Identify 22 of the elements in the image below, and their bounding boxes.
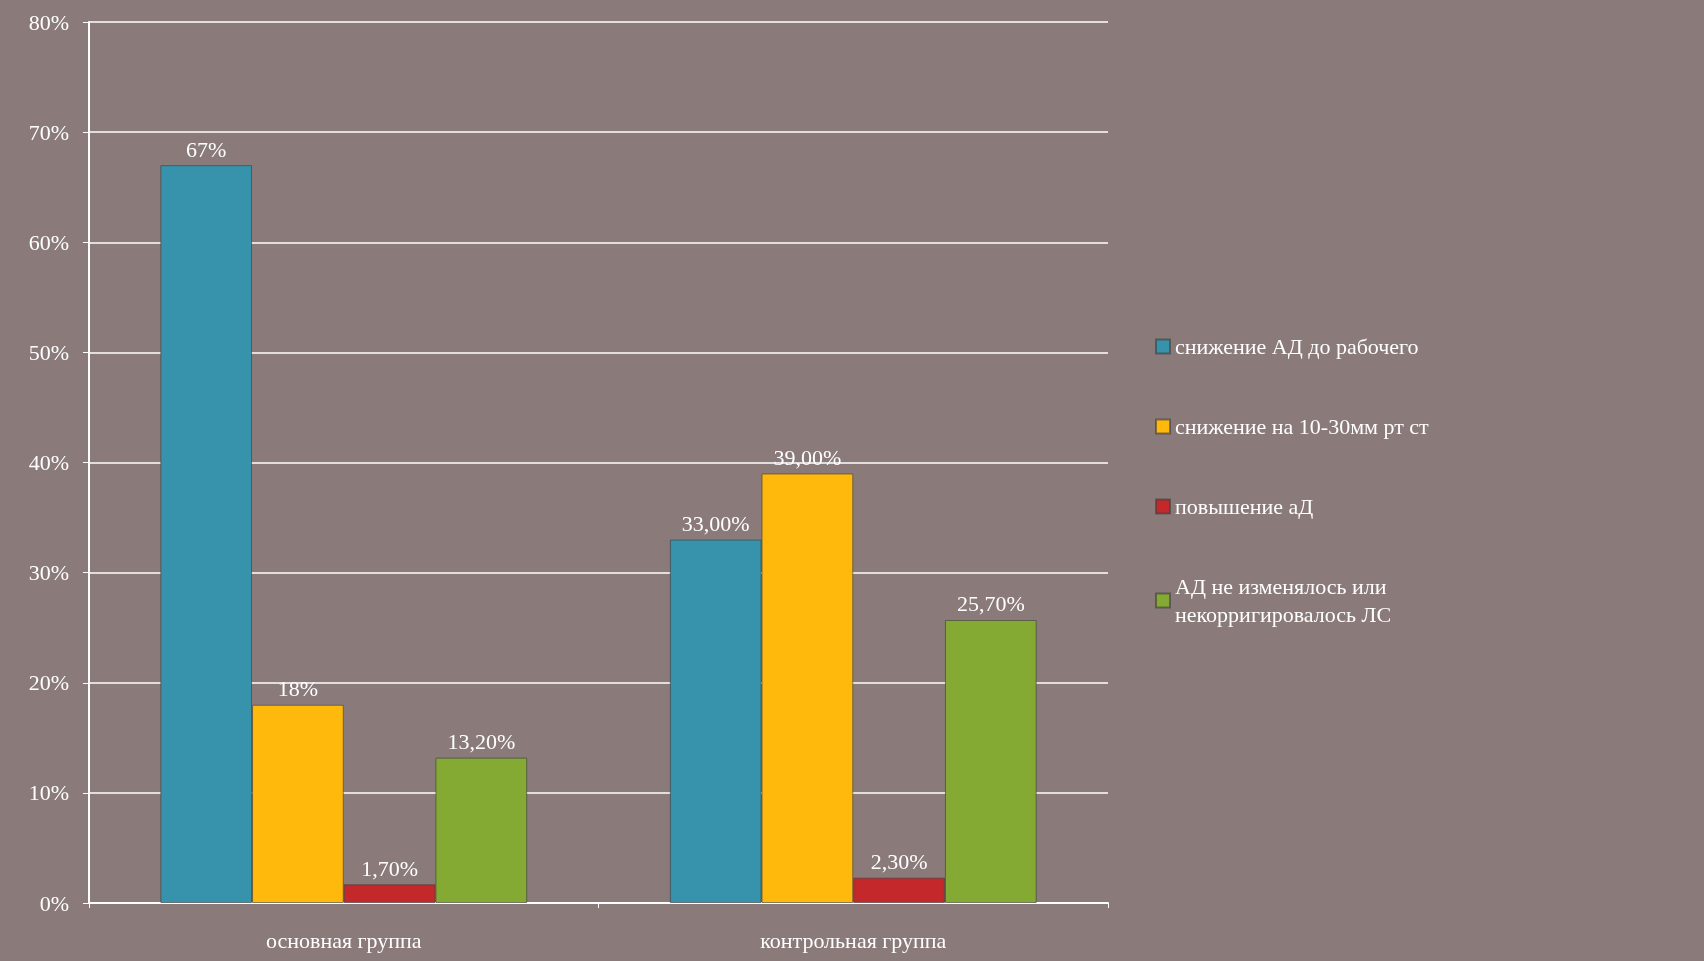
legend-label: повышение аД: [1175, 494, 1314, 519]
y-tick-label: 80%: [28, 9, 69, 35]
y-tick-label: 60%: [28, 229, 69, 255]
legend-label: АД не изменялось или некорригировалось ЛС: [1175, 574, 1393, 627]
y-tick-label: 10%: [28, 780, 69, 806]
y-tick-label: 70%: [28, 119, 69, 145]
legend-label: снижение АД до рабочего: [1175, 334, 1419, 359]
data-label: 2,30%: [870, 849, 928, 875]
y-tick-label: 40%: [28, 450, 69, 475]
x-tick-label: основная группа: [265, 927, 422, 953]
y-tick-label: 50%: [28, 339, 69, 365]
data-label: 1,70%: [361, 855, 419, 881]
y-tick-label: 20%: [28, 670, 69, 696]
x-tick-label: контрольная группа: [760, 927, 947, 953]
y-tick-label: 30%: [28, 560, 69, 586]
data-label: 18%: [277, 676, 319, 702]
data-label: 33,00%: [681, 511, 750, 537]
data-label: 67%: [186, 136, 227, 162]
data-label: 25,70%: [956, 591, 1025, 617]
y-tick-label: 0%: [39, 890, 69, 916]
legend-label: снижение на 10-30мм рт ст: [1175, 414, 1430, 439]
data-label: 13,20%: [447, 729, 516, 755]
